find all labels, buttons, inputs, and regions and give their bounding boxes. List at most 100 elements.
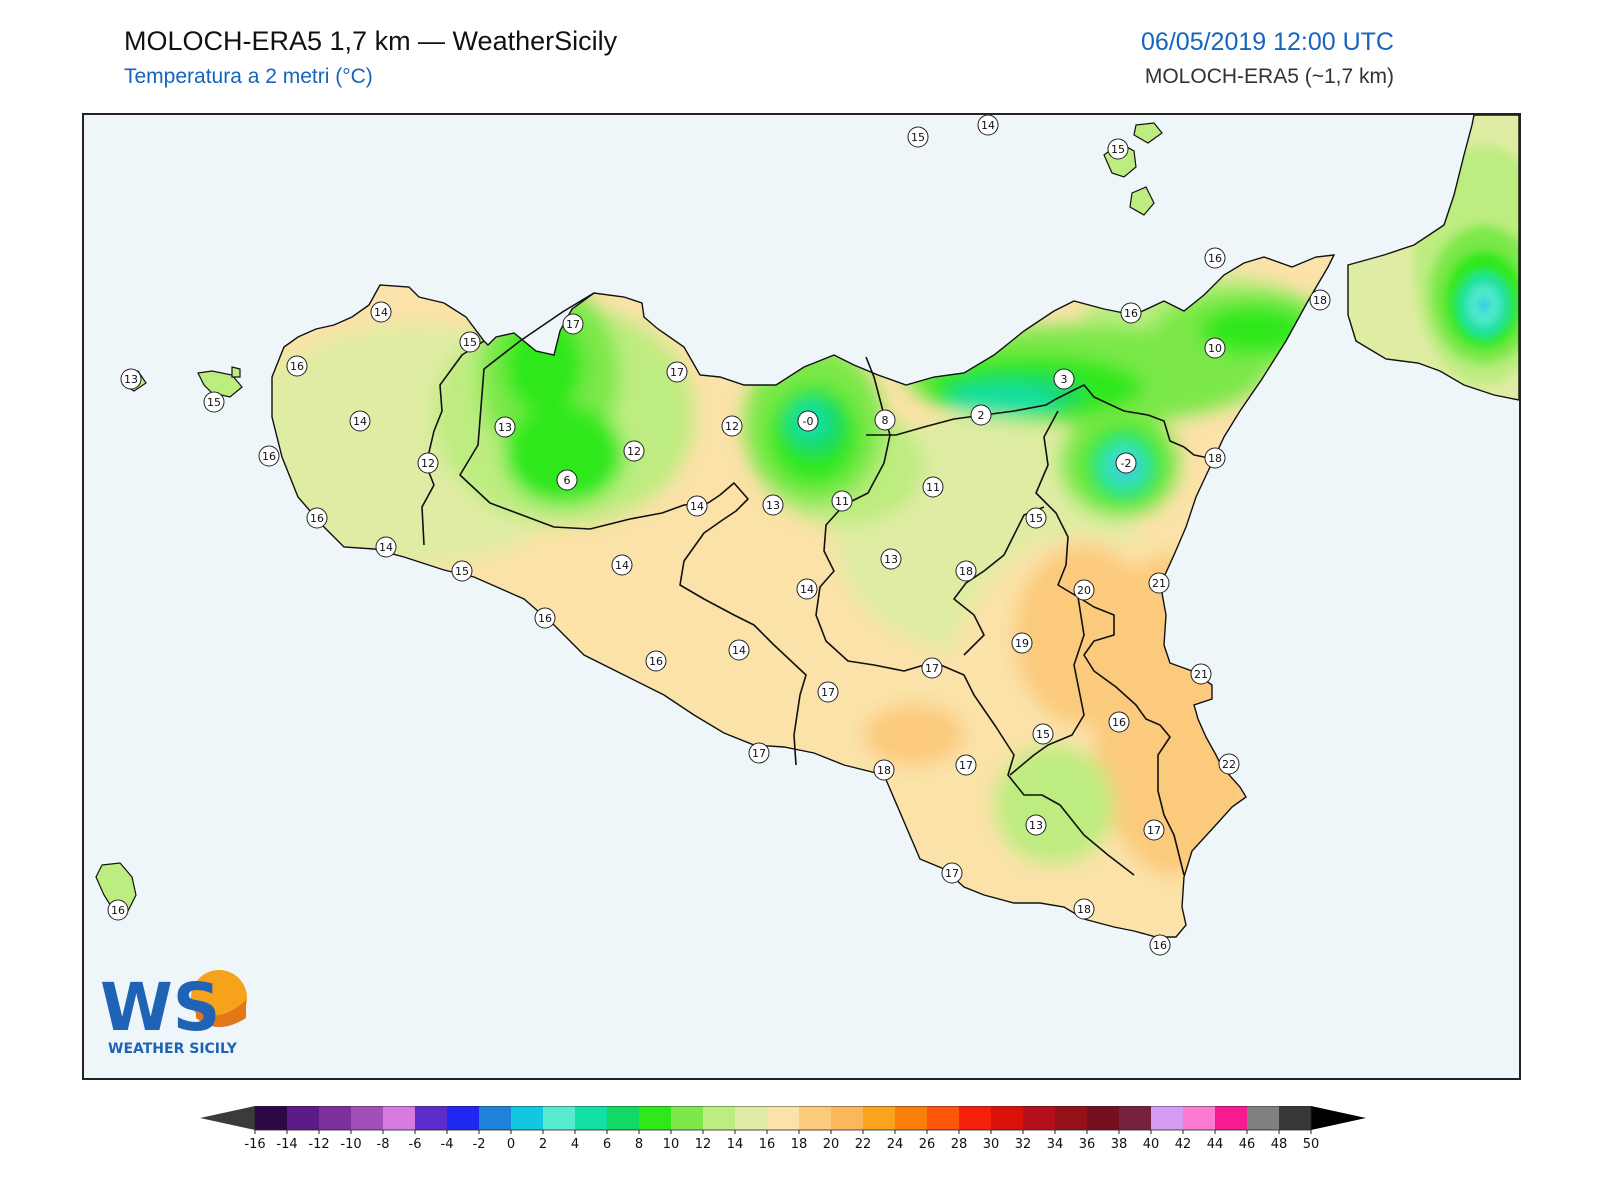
colorbar-tick-label: 18 — [791, 1137, 808, 1152]
station-value: 16 — [310, 512, 324, 525]
station-value: 8 — [882, 414, 889, 427]
station-marker: 17 — [562, 313, 584, 335]
station-marker: 20 — [1073, 579, 1095, 601]
station-circle — [1204, 247, 1226, 269]
station-marker: 17 — [921, 657, 943, 679]
station-value: 14 — [379, 541, 393, 554]
station-marker: 17 — [1143, 819, 1165, 841]
station-value: 18 — [1077, 903, 1091, 916]
station-value: 11 — [835, 495, 849, 508]
colorbar-under-arrow — [200, 1106, 255, 1130]
colorbar-tick-label: 6 — [603, 1137, 611, 1152]
station-value: 17 — [945, 867, 959, 880]
colorbar-segment — [1215, 1106, 1247, 1130]
station-value: 18 — [1313, 294, 1327, 307]
station-circle — [970, 404, 992, 426]
station-value: 18 — [877, 764, 891, 777]
colorbar-tick-label: 30 — [983, 1137, 1000, 1152]
station-value: 17 — [821, 686, 835, 699]
colorbar-tick-labels: -16 -14 -12 -10 -8 -6 -4 -2 0 2 4 6 8 10 12 14 16 18 20 22 2… — [244, 1130, 1319, 1152]
station-circle — [1025, 814, 1047, 836]
station-circle — [1204, 447, 1226, 469]
station-value: 12 — [421, 457, 435, 470]
colorbar-segment — [543, 1106, 575, 1130]
station-value: 17 — [925, 662, 939, 675]
colorbar-segment — [735, 1106, 767, 1130]
station-marker: -0 — [797, 410, 819, 432]
station-marker: 17 — [817, 681, 839, 703]
station-circle — [941, 862, 963, 884]
station-value: 2 — [978, 409, 985, 422]
colorbar-outline — [254, 1106, 1312, 1131]
station-marker: 12 — [417, 452, 439, 474]
station-circle — [1218, 753, 1240, 775]
station-circle — [907, 126, 929, 148]
station-value: 19 — [1015, 637, 1029, 650]
colorbar-segment — [671, 1106, 703, 1130]
colorbar-segment — [575, 1106, 607, 1130]
station-value: 21 — [1194, 668, 1208, 681]
station-circle — [1204, 337, 1226, 359]
station-circle — [748, 742, 770, 764]
station-marker: 17 — [666, 361, 688, 383]
station-circle — [666, 361, 688, 383]
station-circle — [977, 115, 999, 136]
station-circle — [1148, 572, 1170, 594]
colorbar-segment — [255, 1106, 287, 1130]
colorbar-tick-label: 14 — [727, 1137, 744, 1152]
station-value: 16 — [538, 612, 552, 625]
station-circle — [556, 469, 578, 491]
station-circle — [286, 355, 308, 377]
colorbar-segment — [319, 1106, 351, 1130]
colorbar-segment — [1279, 1106, 1311, 1130]
station-marker: 17 — [941, 862, 963, 884]
station-circle — [721, 415, 743, 437]
station-value: 3 — [1061, 373, 1068, 386]
station-circle — [349, 410, 371, 432]
station-circle — [306, 507, 328, 529]
station-marker: 13 — [762, 494, 784, 516]
station-marker: 15 — [1107, 138, 1129, 160]
station-circle — [1149, 934, 1171, 956]
station-marker: 16 — [306, 507, 328, 529]
station-value: 13 — [498, 421, 512, 434]
station-marker: 11 — [922, 476, 944, 498]
station-circle — [494, 416, 516, 438]
temperature-area — [1478, 297, 1490, 313]
station-circle — [1073, 898, 1095, 920]
station-marker: 16 — [1204, 247, 1226, 269]
colorbar-tick-label: 2 — [539, 1137, 547, 1152]
station-marker: 15 — [203, 391, 225, 413]
calabria-land — [1347, 115, 1519, 401]
station-value: 22 — [1222, 758, 1236, 771]
station-circle — [955, 754, 977, 776]
station-circle — [1107, 138, 1129, 160]
valid-datetime: 06/05/2019 12:00 UTC — [1141, 28, 1394, 56]
station-marker: 22 — [1218, 753, 1240, 775]
station-circle — [874, 409, 896, 431]
station-marker: 12 — [721, 415, 743, 437]
temperature-area — [1199, 305, 1309, 355]
station-value: 17 — [566, 318, 580, 331]
station-marker: 14 — [977, 115, 999, 136]
station-circle — [921, 657, 943, 679]
station-circle — [534, 607, 556, 629]
colorbar-tick-label: 22 — [855, 1137, 872, 1152]
colorbar-tick-label: 12 — [695, 1137, 712, 1152]
map-subtitle: Temperatura a 2 metri (°C) — [124, 65, 373, 88]
province-border — [459, 292, 807, 766]
station-circle — [880, 548, 902, 570]
province-border — [815, 356, 937, 672]
province-border — [935, 662, 1135, 876]
station-value: 16 — [1153, 939, 1167, 952]
colorbar-segment — [511, 1106, 543, 1130]
station-circle — [1190, 663, 1212, 685]
station-value: 12 — [725, 420, 739, 433]
station-value: 17 — [959, 759, 973, 772]
station-value: 16 — [290, 360, 304, 373]
station-circle — [922, 476, 944, 498]
colorbar-tick-label: -2 — [473, 1137, 486, 1152]
station-value: 16 — [1124, 307, 1138, 320]
model-name: MOLOCH-ERA5 (~1,7 km) — [1144, 65, 1394, 88]
map-title: MOLOCH-ERA5 1,7 km — WeatherSicily — [124, 26, 618, 56]
